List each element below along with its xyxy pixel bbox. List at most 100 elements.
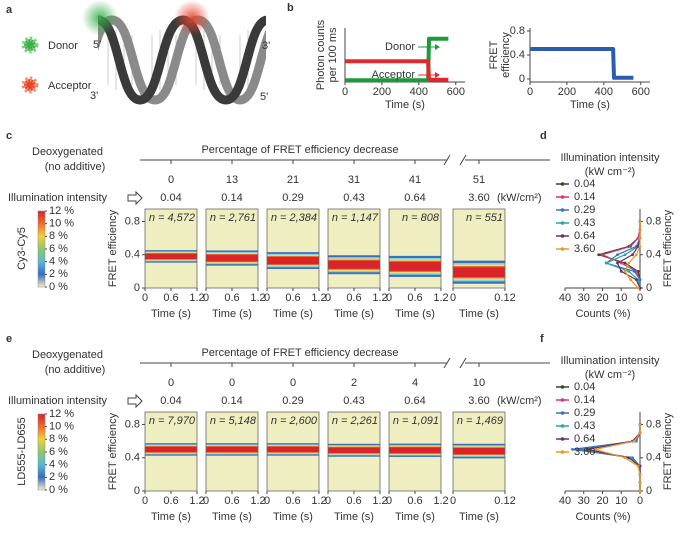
- intensity-label: Illumination intensity: [8, 192, 108, 204]
- density-band: [453, 447, 505, 455]
- histogram-point: [582, 448, 586, 451]
- x-tick-label: 600: [632, 86, 650, 98]
- x-tick-label: 0: [342, 86, 348, 98]
- x-tick-label: 0.6: [224, 495, 239, 507]
- x-tick-label: 200: [373, 86, 391, 98]
- x-axis-label: Time (s): [273, 511, 313, 523]
- y-axis-label: FRET efficiency: [662, 412, 674, 490]
- decrease-value: 13: [226, 174, 238, 186]
- colorbar-label: 10 %: [49, 218, 74, 230]
- histogram-point: [623, 261, 627, 265]
- legend-label: 0.64: [574, 433, 595, 445]
- header: Percentage of FRET efficiency decrease: [201, 144, 398, 156]
- intensity-unit: (kW/cm²): [497, 395, 542, 407]
- histogram-point: [631, 253, 634, 257]
- colorbar-label: 6 %: [49, 243, 68, 255]
- x-tick-label: 40: [559, 495, 571, 507]
- histogram-point: [627, 261, 631, 265]
- decrease-value: 51: [473, 174, 485, 186]
- x-tick-label: 0: [264, 292, 270, 304]
- x-tick-label: 0: [386, 292, 392, 304]
- density-band: [206, 254, 258, 262]
- histogram-point: [634, 278, 638, 282]
- title: Deoxygenated: [32, 146, 103, 158]
- panel-label: a: [6, 4, 13, 16]
- y-axis-label: FRET efficiency: [107, 412, 119, 490]
- x-axis-label: Time (s): [212, 511, 252, 523]
- x-axis-label: Time (s): [395, 511, 435, 523]
- panel-background: [328, 209, 380, 288]
- intensity-label: Illumination intensity: [8, 395, 108, 407]
- histogram-point: [638, 481, 642, 485]
- x-tick-label: 1.2: [372, 495, 387, 507]
- x-tick-label: 0.6: [163, 495, 178, 507]
- y-tick-label: 0.8: [646, 418, 661, 430]
- histogram-point: [623, 456, 627, 460]
- legend-marker: [560, 437, 565, 441]
- x-tick-label: 1.2: [311, 292, 326, 304]
- legend-marker: [560, 424, 565, 428]
- x-tick-label: 0.6: [285, 495, 300, 507]
- x-tick-label: 0: [386, 495, 392, 507]
- y-tick-label: 0.8: [125, 215, 140, 227]
- legend-marker: [560, 385, 565, 389]
- histogram-point: [616, 253, 619, 257]
- histogram-point: [616, 261, 619, 265]
- decrease-value: 0: [168, 377, 174, 389]
- legend-marker: [560, 398, 565, 402]
- x-tick-label: 400: [595, 86, 613, 98]
- x-tick-label: 0: [203, 292, 209, 304]
- arrow-head: [435, 44, 440, 50]
- x-tick-label: 0.6: [224, 292, 239, 304]
- decrease-value: 0: [229, 377, 235, 389]
- strand-end: 5': [260, 91, 268, 103]
- histogram-point: [636, 286, 640, 290]
- histogram-point: [629, 278, 633, 282]
- arrow-icon: [127, 190, 143, 206]
- histogram-point: [638, 431, 642, 435]
- n-label: n = 2,600: [271, 415, 318, 427]
- colorbar-label: 10 %: [49, 421, 74, 433]
- legend-label: 0.29: [574, 407, 595, 419]
- y-axis-label: FRET efficiency: [107, 209, 119, 287]
- density-band: [206, 446, 258, 453]
- y-tick-label: 0.4: [510, 49, 525, 61]
- n-label: n = 2,261: [332, 415, 378, 427]
- x-tick-label: 0.6: [407, 292, 422, 304]
- x-tick-label: 1.2: [189, 292, 204, 304]
- y-tick-label: 0.4: [125, 452, 140, 464]
- legend-label: 0.04: [574, 178, 595, 190]
- x-tick-label: 0: [527, 86, 533, 98]
- intensity-unit: (kW/cm²): [497, 192, 542, 204]
- y-axis-label: FRET: [488, 40, 500, 69]
- legend-marker: [560, 247, 565, 251]
- histogram-point: [638, 236, 642, 240]
- legend-label: 3.60: [574, 446, 595, 458]
- x-axis-label: Time (s): [151, 511, 191, 523]
- legend-label: 0.14: [574, 394, 595, 406]
- legend-marker: [560, 195, 565, 199]
- decrease-value: 10: [473, 377, 485, 389]
- colorbar-label: 2 %: [49, 268, 68, 280]
- series-label: Acceptor: [372, 69, 416, 81]
- panel-background: [145, 209, 197, 288]
- histogram-point: [619, 269, 623, 273]
- colorbar-label: 4 %: [49, 256, 68, 268]
- y-tick-label: 0.4: [125, 249, 140, 261]
- x-tick-label: 600: [447, 86, 465, 98]
- x-tick-label: 400: [410, 86, 428, 98]
- x-tick-label: 10: [615, 495, 627, 507]
- n-label: n = 4,572: [149, 212, 195, 224]
- histogram-point: [619, 261, 623, 265]
- y-tick-label: 0: [646, 282, 652, 294]
- subtitle: (no additive): [45, 364, 106, 376]
- legend-marker: [560, 411, 565, 415]
- panel-label: b: [287, 2, 294, 14]
- histogram-point: [627, 456, 631, 460]
- y-tick-label: 0: [134, 485, 140, 497]
- x-tick-label: 1.2: [250, 495, 265, 507]
- x-axis-label: Time (s): [570, 99, 610, 111]
- subtitle: (no additive): [45, 161, 106, 173]
- legend-marker: [560, 450, 565, 454]
- n-label: n = 2,384: [271, 212, 317, 224]
